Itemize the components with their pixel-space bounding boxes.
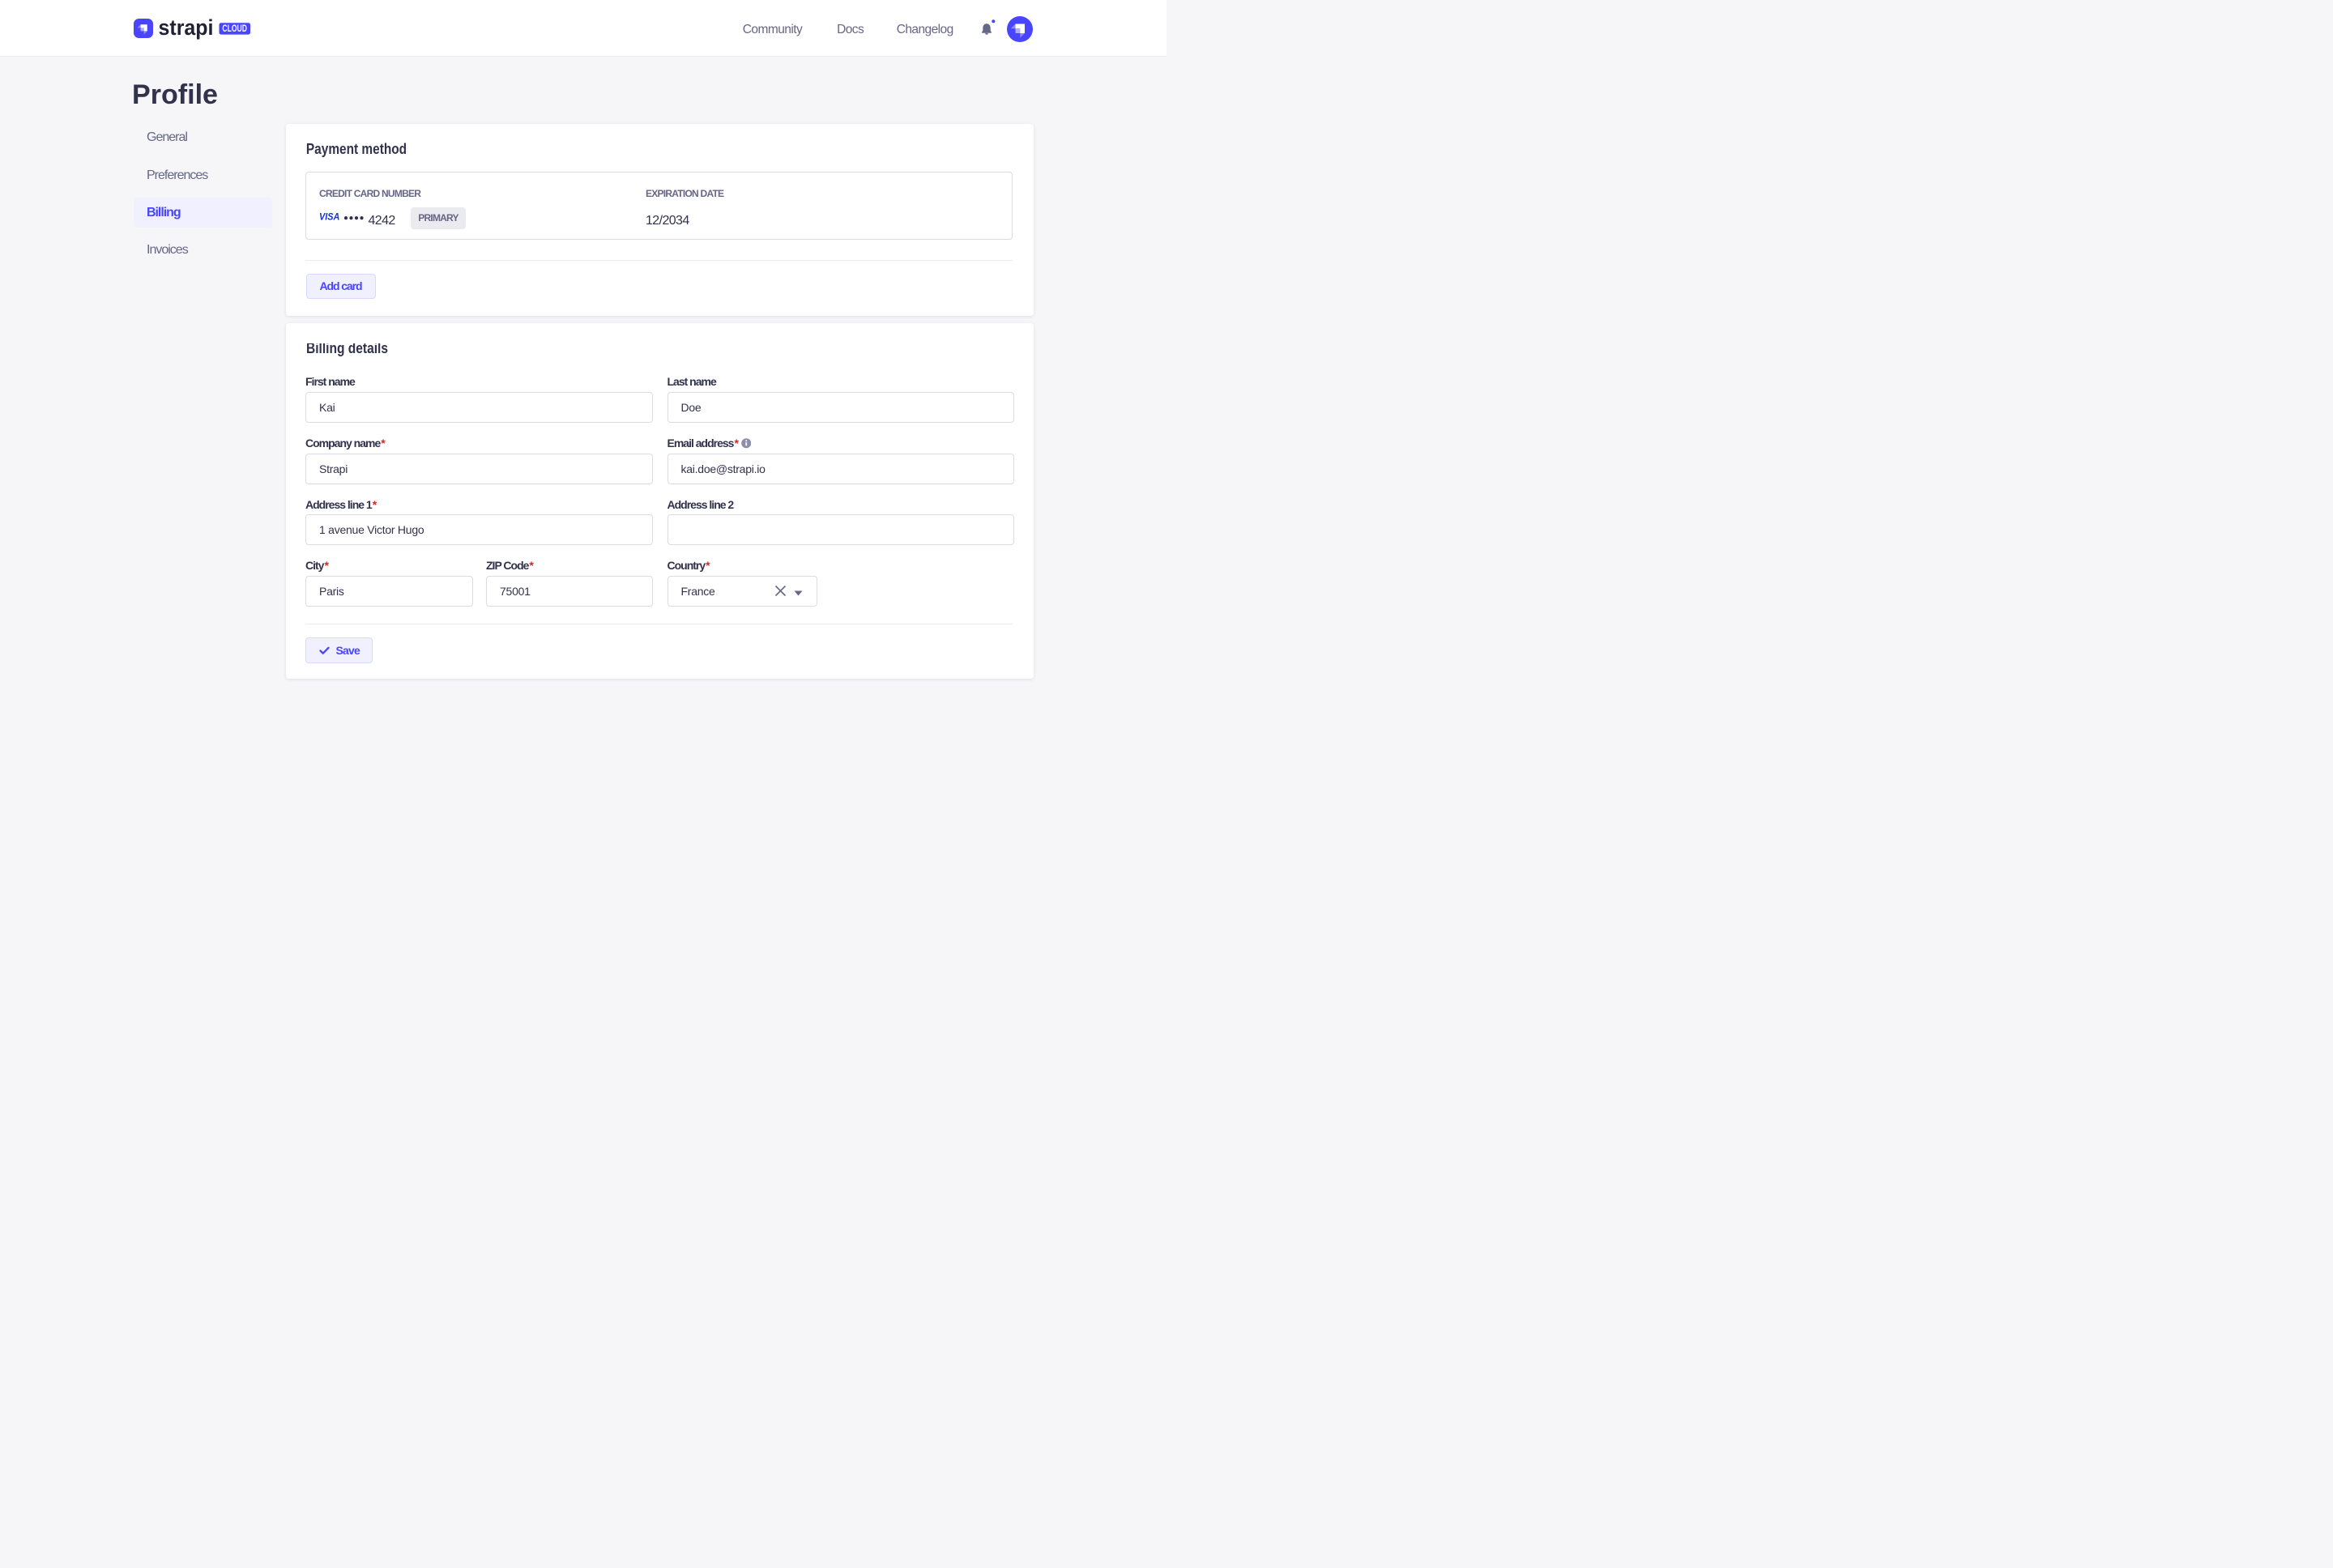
svg-text:Profile: Profile [134, 79, 218, 110]
svg-text:VISA: VISA [319, 213, 339, 220]
svg-text:Payment method: Payment method [306, 142, 407, 157]
svg-text:Billing details: Billing details [306, 343, 388, 356]
svg-text:strapi: strapi [159, 15, 214, 40]
svg-text:CLOUD: CLOUD [222, 23, 247, 34]
